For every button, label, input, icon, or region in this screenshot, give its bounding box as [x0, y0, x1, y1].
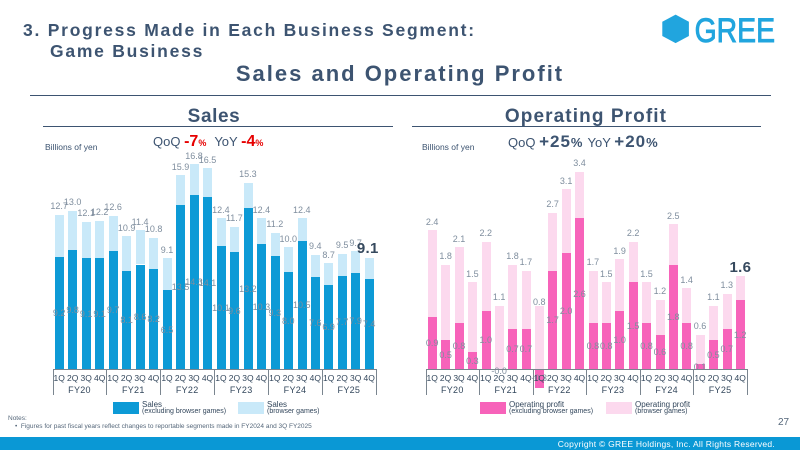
svg-text:GREE: GREE	[695, 12, 775, 50]
